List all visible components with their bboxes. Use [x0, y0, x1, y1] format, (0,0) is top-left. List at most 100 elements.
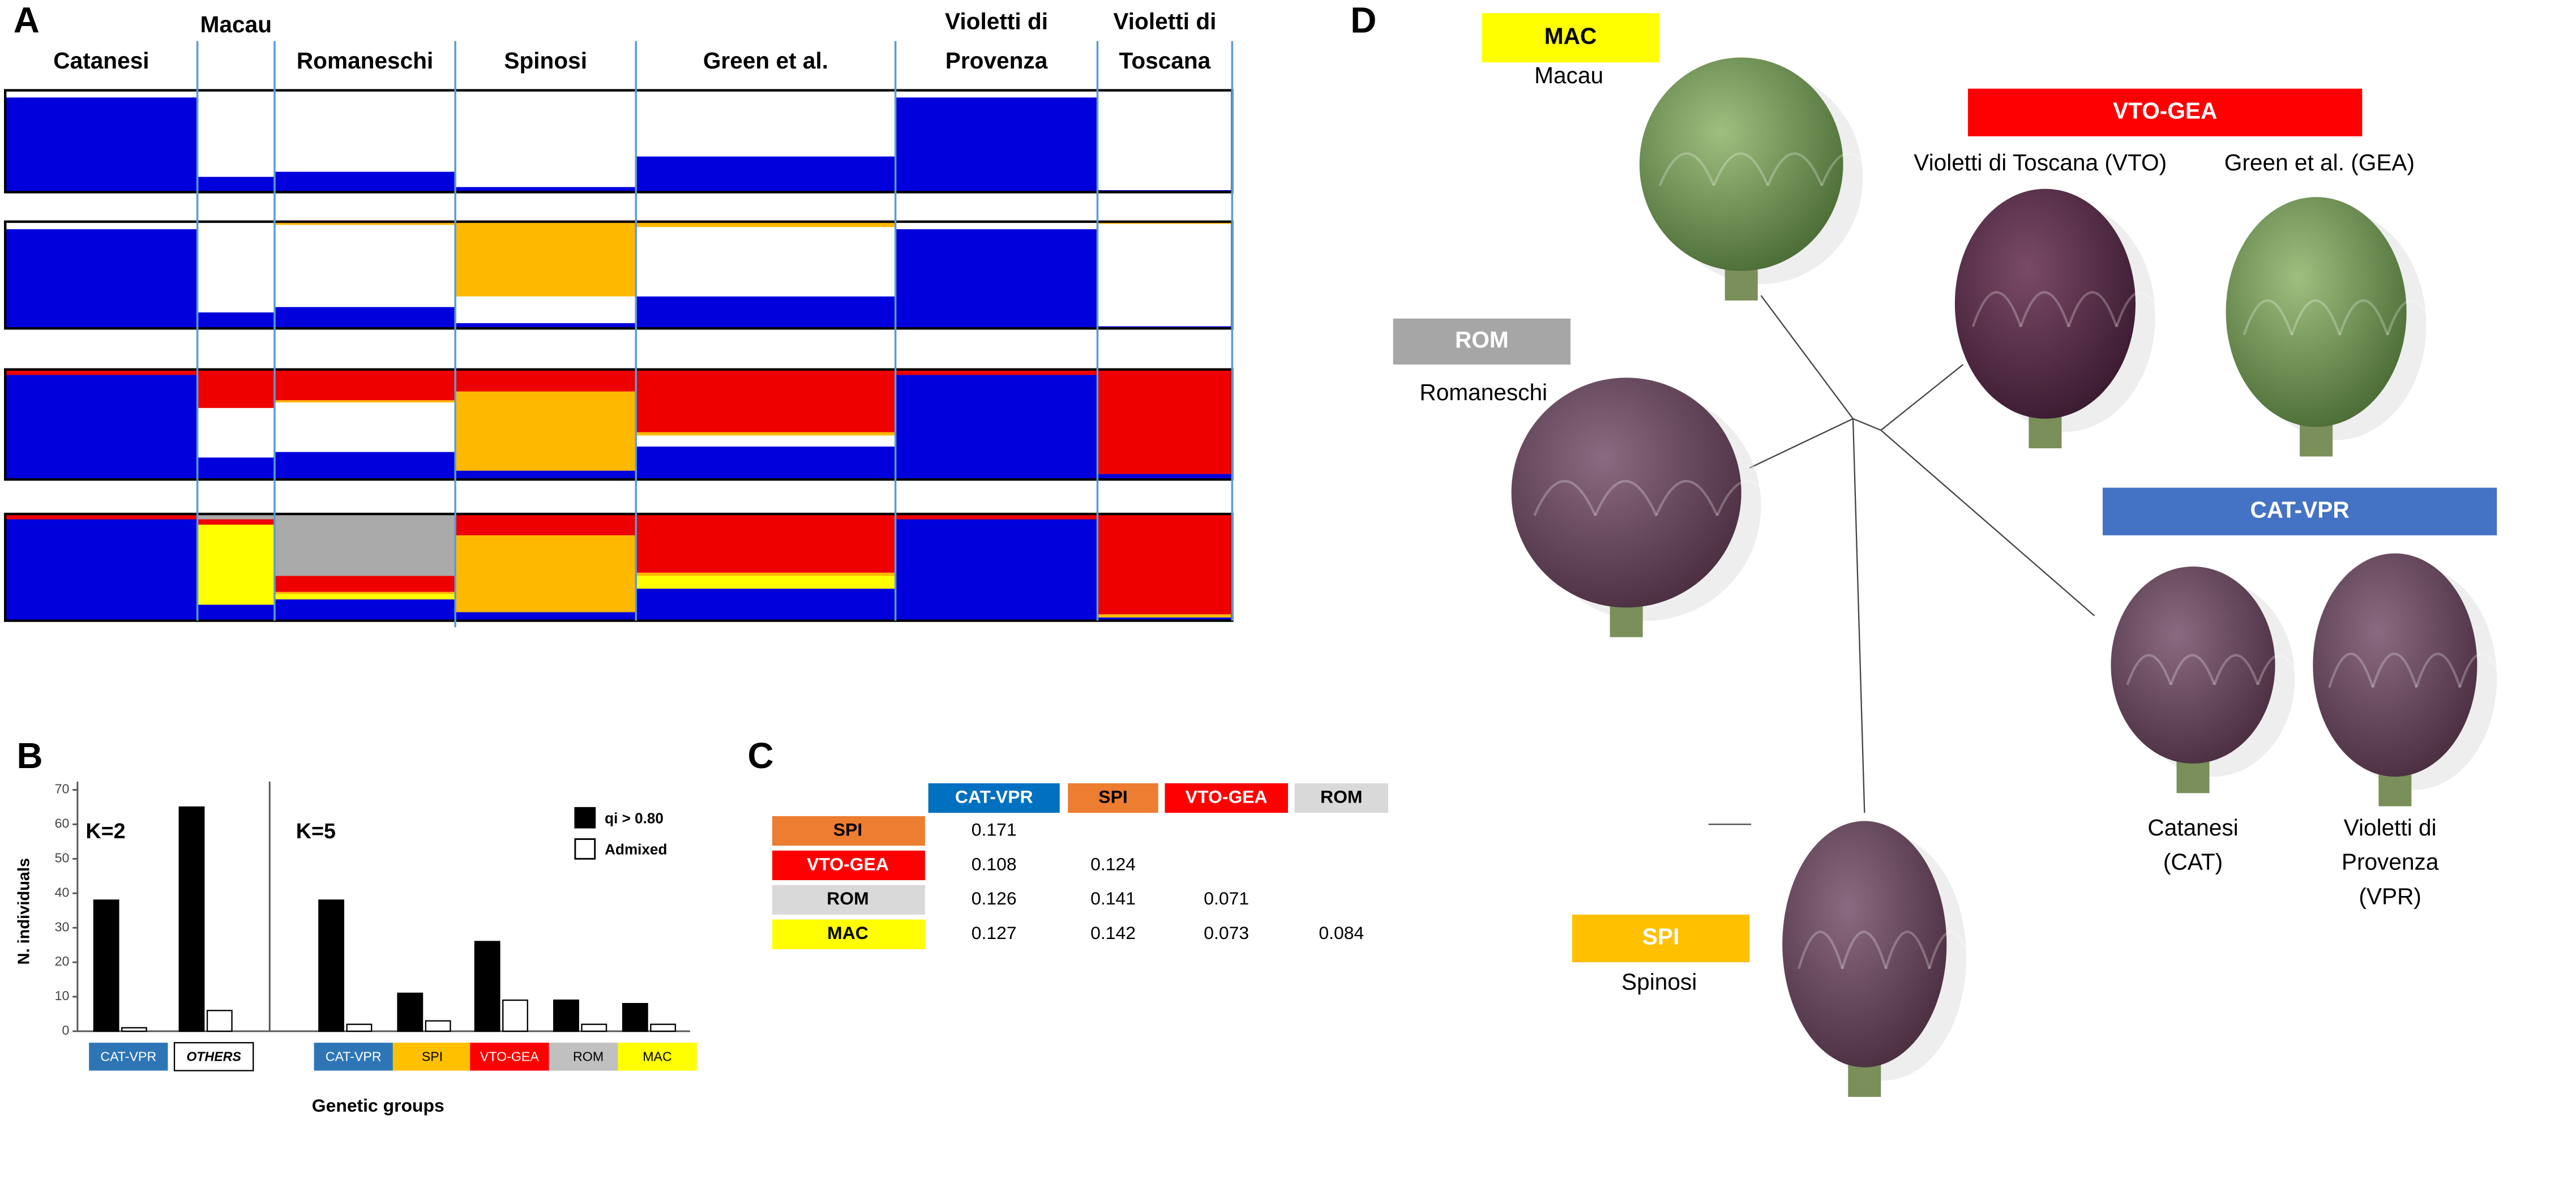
bar	[397, 992, 423, 1032]
cluster-segment	[636, 227, 896, 297]
y-tick-label: 0	[62, 1023, 69, 1037]
category-box	[470, 1043, 549, 1071]
cluster-segment	[275, 172, 456, 192]
header-cell	[928, 783, 1060, 813]
cluster-segment	[275, 307, 456, 329]
y-tick-label: 10	[55, 988, 70, 1003]
cluster-segment	[636, 589, 896, 621]
bract	[2243, 299, 2293, 336]
artichoke	[2313, 553, 2477, 777]
group-label: Violetti di	[1113, 8, 1216, 34]
bract	[2338, 299, 2389, 336]
cluster-segment	[455, 391, 636, 471]
artichoke	[1782, 821, 1947, 1067]
cluster-segment	[5, 90, 198, 98]
group-box	[2102, 487, 2497, 535]
group-label: Macau	[200, 11, 272, 37]
accession-name: Violetti di	[2344, 814, 2437, 841]
cluster-segment	[1097, 474, 1233, 480]
bar	[318, 899, 345, 1032]
tree-branch	[1880, 430, 2095, 616]
row-header-text: VTO-GEA	[807, 854, 889, 874]
bract	[1841, 931, 1888, 970]
cluster-segment	[197, 604, 275, 621]
panel-letter: D	[1350, 0, 1376, 40]
group-label: Provenza	[945, 48, 1048, 74]
group-label: Green et al.	[703, 48, 828, 74]
bract	[1798, 931, 1844, 970]
bar	[622, 1003, 648, 1032]
cluster-segment	[455, 514, 636, 535]
group-label: CAT-VPR	[2250, 496, 2349, 522]
legend-label: qi > 0.80	[605, 810, 664, 827]
cluster-segment	[1097, 614, 1233, 618]
cell-value: 0.141	[1090, 888, 1136, 908]
legend-swatch	[574, 838, 596, 860]
cell-value: 0.124	[1090, 854, 1136, 874]
cluster-segment	[197, 519, 275, 525]
cell-value: 0.127	[972, 923, 1017, 943]
y-axis-label: N. individuals	[15, 858, 33, 965]
accession-name: Macau	[1534, 62, 1603, 88]
bract	[1971, 291, 2022, 328]
header-text: ROM	[1320, 786, 1362, 807]
bract	[2213, 654, 2260, 685]
panel-label: K=5	[296, 819, 336, 843]
cluster-segment	[455, 187, 636, 192]
cluster-segment	[197, 457, 275, 480]
group-box	[1968, 88, 2363, 136]
group-label: Violetti di	[945, 8, 1048, 34]
y-tick-label: 50	[55, 850, 70, 865]
y-tick-label: 30	[55, 919, 70, 934]
cluster-segment	[636, 514, 896, 573]
bract	[1533, 480, 1597, 516]
bar	[474, 941, 500, 1032]
group-box	[1393, 318, 1571, 365]
cluster-segment	[275, 90, 456, 172]
x-tick-label: VTO-GEA	[480, 1049, 539, 1064]
cell-value: 0.142	[1090, 923, 1136, 943]
y-tick-label: 70	[55, 782, 70, 796]
cluster-segment	[5, 514, 198, 520]
cluster-segment	[636, 156, 896, 192]
category-box	[89, 1043, 168, 1071]
row-header-text: SPI	[833, 819, 862, 839]
bar	[206, 1010, 233, 1032]
cluster-segment	[636, 90, 896, 157]
row-header-cell	[772, 816, 925, 846]
bar	[425, 1020, 451, 1032]
tree-branch	[1852, 418, 1881, 431]
cluster-segment	[275, 599, 456, 621]
panel-label: K=2	[85, 819, 125, 843]
x-axis-label: Genetic groups	[312, 1095, 444, 1116]
cluster-segment	[197, 524, 275, 605]
category-box	[618, 1043, 697, 1071]
x-tick-label: ROM	[573, 1049, 604, 1064]
category-box	[173, 1042, 254, 1071]
x-tick-label: SPI	[422, 1049, 443, 1064]
bar	[502, 999, 528, 1032]
x-tick-label: OTHERS	[186, 1049, 241, 1064]
cell-value: 0.073	[1204, 923, 1249, 943]
bract	[1820, 152, 1877, 186]
cell-value: 0.108	[972, 854, 1017, 874]
cluster-segment	[197, 514, 275, 520]
cluster-segment	[455, 470, 636, 480]
cluster-segment	[455, 369, 636, 392]
bract	[1713, 152, 1769, 186]
cluster-segment	[197, 408, 275, 458]
accession-name: Romaneschi	[1419, 379, 1547, 405]
bract	[2415, 653, 2462, 688]
tree-branch	[1880, 364, 1964, 431]
header-cell	[1294, 783, 1388, 813]
bar	[93, 899, 119, 1032]
bar	[650, 1023, 677, 1032]
bar	[581, 1023, 607, 1032]
tree-branch	[1760, 295, 1854, 419]
accession-name: Violetti di Toscana (VTO)	[1914, 149, 2167, 175]
bract	[2372, 653, 2418, 688]
x-tick-label: CAT-VPR	[100, 1049, 156, 1064]
group-label: Toscana	[1119, 48, 1211, 74]
bract	[1658, 152, 1715, 186]
row-header-text: MAC	[827, 923, 868, 943]
